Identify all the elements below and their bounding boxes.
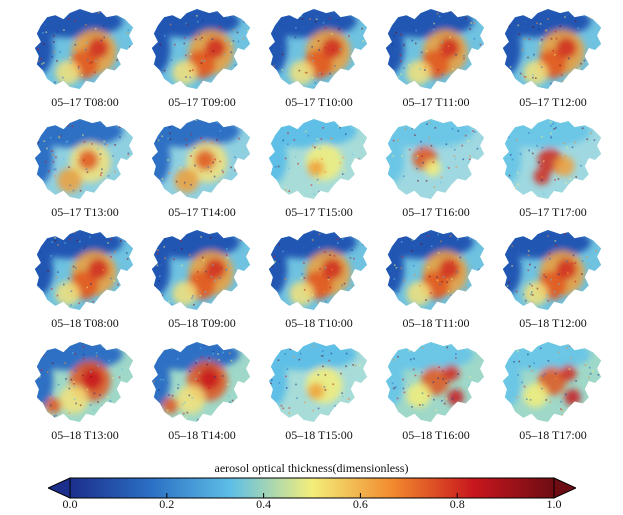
panel-timestamp: 05–17 T17:00 [519, 205, 587, 219]
aod-map [151, 342, 251, 422]
panel-timestamp: 05–18 T17:00 [519, 428, 587, 442]
map-panel: 05–17 T11:00 [381, 7, 491, 115]
colorbar-max-arrow [553, 477, 576, 499]
map-panel: 05–18 T15:00 [264, 340, 374, 448]
colorbar-tick-label: 0.0 [62, 497, 78, 511]
map-panel: 05–18 T14:00 [147, 340, 257, 448]
panel-timestamp: 05–18 T11:00 [402, 316, 470, 330]
aod-map [34, 9, 134, 89]
map-panel: 05–17 T14:00 [147, 117, 257, 225]
panel-timestamp: 05–18 T09:00 [168, 316, 236, 330]
colorbar [48, 477, 576, 499]
map-panel: 05–18 T10:00 [264, 228, 374, 336]
aod-map [268, 230, 368, 310]
map-panel: 05–18 T08:00 [30, 228, 140, 336]
colorbar-tick-label: 0.8 [449, 497, 465, 511]
aod-map [268, 342, 368, 422]
aod-map [502, 119, 602, 199]
panel-timestamp: 05–18 T13:00 [51, 428, 119, 442]
aod-map [151, 119, 251, 199]
colorbar-gradient [69, 477, 555, 499]
colorbar-tick-label: 1.0 [546, 497, 562, 511]
panel-timestamp: 05–17 T09:00 [168, 95, 236, 109]
map-panel: 05–17 T13:00 [30, 117, 140, 225]
map-panel: 05–17 T15:00 [264, 117, 374, 225]
map-panel: 05–17 T09:00 [147, 7, 257, 115]
map-panel: 05–17 T17:00 [498, 117, 608, 225]
aod-map [151, 230, 251, 310]
panel-timestamp: 05–18 T08:00 [51, 316, 119, 330]
panel-timestamp: 05–18 T14:00 [168, 428, 236, 442]
panel-timestamp: 05–18 T16:00 [402, 428, 470, 442]
panel-timestamp: 05–17 T10:00 [285, 95, 353, 109]
aod-map [385, 9, 485, 89]
map-panel: 05–17 T10:00 [264, 7, 374, 115]
map-panel: 05–17 T08:00 [30, 7, 140, 115]
colorbar-title: aerosol optical thickness(dimensionless) [214, 461, 409, 475]
aod-map [34, 342, 134, 422]
aod-map [385, 230, 485, 310]
panel-timestamp: 05–18 T12:00 [519, 316, 587, 330]
panel-timestamp: 05–17 T13:00 [51, 205, 119, 219]
panel-timestamp: 05–17 T14:00 [168, 205, 236, 219]
map-panel: 05–18 T16:00 [381, 340, 491, 448]
aod-map [34, 230, 134, 310]
colorbar-tick-label: 0.4 [256, 497, 272, 511]
panel-timestamp: 05–17 T11:00 [402, 95, 470, 109]
aod-map [502, 342, 602, 422]
panel-timestamp: 05–18 T10:00 [285, 316, 353, 330]
panel-timestamp: 05–17 T12:00 [519, 95, 587, 109]
aod-map [34, 119, 134, 199]
aod-map [385, 342, 485, 422]
colorbar-tick-label: 0.2 [159, 497, 175, 511]
aod-map [385, 119, 485, 199]
map-panel: 05–18 T11:00 [381, 228, 491, 336]
map-panel: 05–18 T09:00 [147, 228, 257, 336]
map-panel: 05–18 T13:00 [30, 340, 140, 448]
map-panel: 05–18 T17:00 [498, 340, 608, 448]
panel-timestamp: 05–17 T08:00 [51, 95, 119, 109]
panel-timestamp: 05–18 T15:00 [285, 428, 353, 442]
aod-map [502, 230, 602, 310]
map-panel: 05–18 T12:00 [498, 228, 608, 336]
map-panel: 05–17 T16:00 [381, 117, 491, 225]
panel-timestamp: 05–17 T15:00 [285, 205, 353, 219]
panel-timestamp: 05–17 T16:00 [402, 205, 470, 219]
colorbar-tick-label: 0.6 [352, 497, 368, 511]
aod-map [502, 9, 602, 89]
colorbar-min-arrow [48, 477, 71, 499]
aod-map [151, 9, 251, 89]
aod-map [268, 119, 368, 199]
aod-map [268, 9, 368, 89]
map-panel: 05–17 T12:00 [498, 7, 608, 115]
